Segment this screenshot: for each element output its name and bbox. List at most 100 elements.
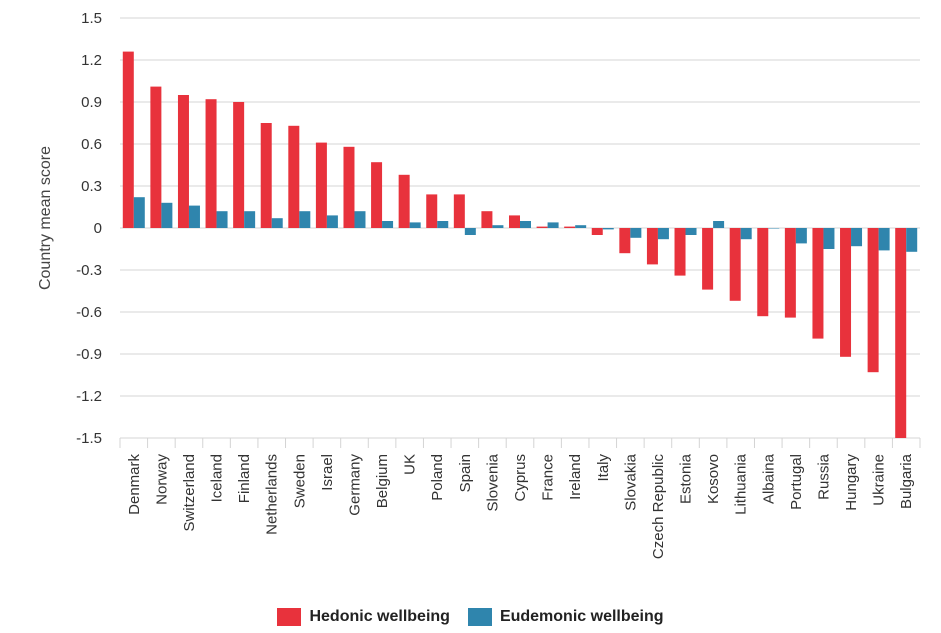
- bar-eudemonic: [133, 197, 145, 228]
- x-tick-label: Ireland: [567, 454, 584, 500]
- y-tick-label: -1.2: [76, 388, 102, 405]
- bar-eudemonic: [326, 215, 338, 228]
- x-tick-label: Norway: [153, 454, 170, 505]
- bar-hedonic: [288, 125, 300, 228]
- x-tick-label: Germany: [346, 454, 363, 516]
- legend-swatch-hedonic: [277, 608, 302, 626]
- y-tick-label: -0.3: [76, 262, 102, 279]
- bar-eudemonic: [630, 228, 642, 238]
- bar-eudemonic: [906, 228, 918, 252]
- x-tick-label: Slovakia: [622, 453, 639, 510]
- bar-eudemonic: [492, 225, 504, 228]
- bar-hedonic: [564, 226, 576, 228]
- bar-hedonic: [509, 215, 520, 228]
- bar-eudemonic: [657, 228, 669, 240]
- legend-label-hedonic: Hedonic wellbeing: [309, 608, 450, 625]
- x-tick-label: Switzerland: [181, 454, 198, 532]
- y-tick-label: 0.3: [81, 178, 102, 195]
- bar-eudemonic: [464, 228, 476, 235]
- x-tick-label: Belgium: [374, 454, 391, 508]
- y-tick-labels: 1.5 1.2 0.9 0.6 0.3 0 -0.3 -0.6 -0.9 -1.2 -1.5: [76, 10, 102, 447]
- x-tick-label: Poland: [429, 454, 446, 501]
- bar-eudemonic: [216, 211, 228, 228]
- bar-hedonic: [646, 228, 658, 265]
- x-tick-label: Slovenia: [484, 453, 501, 511]
- bar-hedonic: [867, 228, 879, 373]
- x-tick-label: Lithuania: [733, 453, 750, 515]
- x-tick-label: Kosovo: [705, 454, 722, 504]
- x-tick-label: Sweden: [291, 454, 308, 508]
- legend-label-eudemonic: Eudemonic wellbeing: [499, 608, 664, 625]
- y-tick-label: 1.2: [81, 52, 102, 69]
- legend-item-eudemonic: Eudemonic wellbeing: [467, 608, 664, 626]
- bar-eudemonic: [823, 228, 835, 249]
- bar-hedonic: [619, 228, 631, 254]
- bar-eudemonic: [685, 228, 697, 235]
- x-tick-label: Israel: [319, 454, 336, 491]
- x-tick-label: Estonia: [678, 453, 695, 504]
- bar-hedonic: [453, 194, 465, 228]
- bar-eudemonic: [354, 211, 366, 228]
- bar-hedonic: [702, 228, 714, 290]
- bar-eudemonic: [768, 228, 780, 229]
- bar-eudemonic: [713, 221, 725, 228]
- x-tick-label: France: [540, 454, 557, 501]
- bar-hedonic: [315, 142, 327, 228]
- bar-hedonic: [536, 226, 548, 228]
- y-tick-label: -1.5: [76, 430, 102, 447]
- x-tick-label: Spain: [457, 454, 474, 492]
- x-tick-label: Ukraine: [871, 454, 888, 506]
- bar-eudemonic: [382, 221, 394, 228]
- y-tick-label: 0.9: [81, 94, 102, 111]
- bar-eudemonic: [795, 228, 807, 244]
- bar-eudemonic: [437, 221, 449, 228]
- x-tick-label: UK: [402, 454, 419, 475]
- y-tick-label: -0.6: [76, 304, 102, 321]
- bar-hedonic: [784, 228, 796, 318]
- y-tick-label: -0.9: [76, 346, 102, 363]
- bar-eudemonic: [271, 218, 283, 228]
- legend-item-hedonic: Hedonic wellbeing: [277, 608, 450, 626]
- bar-hedonic: [205, 99, 217, 228]
- bar-eudemonic: [409, 222, 421, 228]
- y-tick-label: 0.6: [81, 136, 102, 153]
- bar-hedonic: [840, 228, 852, 357]
- legend: Hedonic wellbeing Eudemonic wellbeing: [0, 608, 941, 626]
- bar-hedonic: [591, 228, 603, 235]
- x-tick-label: Bulgaria: [898, 453, 915, 509]
- bar-hedonic: [150, 86, 162, 228]
- bar-eudemonic: [299, 211, 311, 228]
- bar-hedonic: [426, 194, 438, 228]
- x-tick-label: Netherlands: [264, 454, 281, 535]
- x-tick-labels: Denmark Norway Switzerland Iceland Finland Ne…: [126, 453, 915, 559]
- x-tick-label: Finland: [236, 454, 253, 503]
- bar-eudemonic: [547, 222, 559, 228]
- bar-eudemonic: [575, 225, 587, 228]
- x-tick-label: Russia: [815, 453, 832, 500]
- bar-hedonic: [260, 123, 272, 228]
- x-tick-label: Hungary: [843, 454, 860, 511]
- x-tick-label: Italy: [595, 454, 612, 482]
- bar-eudemonic: [244, 211, 256, 228]
- x-tick-label: Iceland: [209, 454, 226, 502]
- bars: [122, 51, 918, 438]
- bar-hedonic: [757, 228, 769, 317]
- y-axis-label: Country mean score: [37, 146, 54, 290]
- bar-eudemonic: [520, 221, 531, 228]
- bar-eudemonic: [602, 228, 614, 230]
- x-tick-label: Denmark: [126, 454, 143, 515]
- bar-hedonic: [481, 211, 493, 228]
- bar-hedonic: [398, 174, 410, 228]
- x-tick-label: Albaina: [760, 453, 777, 504]
- bar-hedonic: [371, 162, 383, 228]
- bar-hedonic: [233, 102, 245, 228]
- bar-hedonic: [895, 228, 907, 438]
- bar-hedonic: [674, 228, 686, 276]
- legend-swatch-eudemonic: [467, 608, 492, 626]
- bar-hedonic: [729, 228, 741, 301]
- bar-hedonic: [343, 146, 355, 228]
- bar-eudemonic: [188, 205, 200, 228]
- bar-eudemonic: [740, 228, 752, 240]
- bar-eudemonic: [161, 202, 173, 228]
